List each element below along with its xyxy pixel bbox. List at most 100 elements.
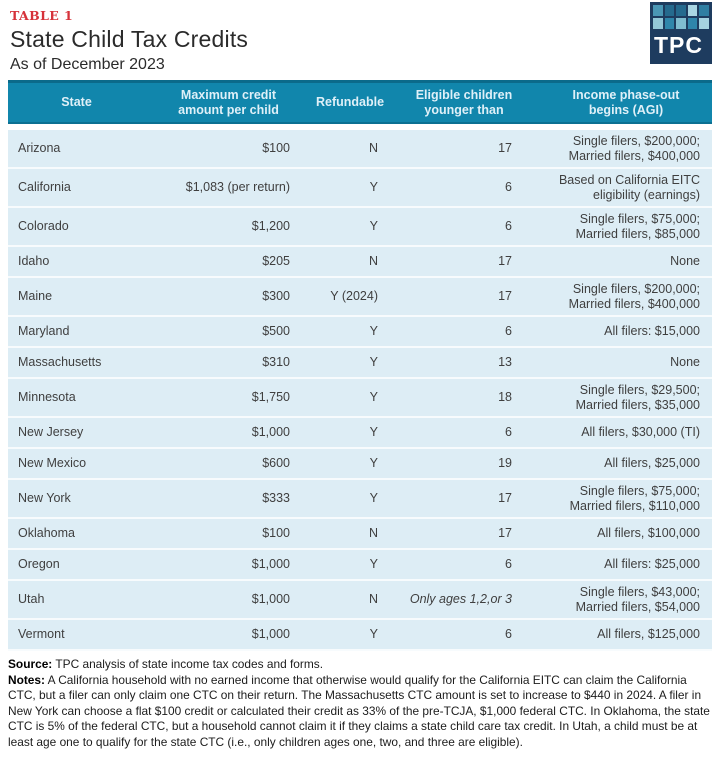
cell-state: California [18,180,71,194]
cell-refundable: Y (2024) [330,289,378,303]
cell-amount: $300 [262,289,290,303]
cell-phaseout: All filers: $15,000 [604,324,700,338]
logo-square-icon [699,18,709,29]
cell-state: Maryland [18,324,70,338]
source-text: TPC analysis of state income tax codes a… [52,657,324,671]
cell-phaseout: All filers, $30,000 (TI) [581,425,700,439]
source-line: Source: TPC analysis of state income tax… [8,657,712,673]
logo-square-icon [687,5,698,16]
cell-eligible-age: 19 [498,456,512,470]
cell-amount: $310 [262,355,290,369]
cell-refundable: Y [369,355,378,369]
cell-eligible-age: 6 [505,324,512,338]
cell-phaseout: All filers: $25,000 [604,557,700,571]
cell-phaseout: All filers, $125,000 [597,627,700,641]
cell-amount: $500 [262,324,290,338]
cell-eligible-age: 17 [498,526,512,540]
cell-state: Colorado [18,219,69,233]
cell-eligible-age: 6 [505,180,512,194]
cell-eligible-age: 18 [498,390,512,404]
cell-eligible-age: 6 [505,425,512,439]
logo-square-icon [653,5,663,16]
cell-phaseout: Based on California EITC eligibility (ea… [558,172,700,202]
cell-state: Arizona [18,141,61,155]
cell-refundable: N [368,592,378,606]
table-row: New York $333 Y 17 Single filers, $75,000; M… [8,480,712,519]
tpc-logo: TPC [650,2,712,64]
column-header: Income phase-out begins (AGI) [572,87,680,117]
cell-state: New Mexico [18,456,87,470]
cell-eligible-age: 17 [498,254,512,268]
cell-amount: $333 [262,491,290,505]
cell-amount: $100 [262,526,290,540]
table-row: Idaho $205 N 17 None [8,247,712,278]
notes-text: A California household with no earned in… [8,672,710,749]
table-footnotes: Source: TPC analysis of state income tax… [8,657,712,750]
cell-amount: $1,000 [251,425,290,439]
cell-refundable: N [368,526,378,540]
logo-square-icon [664,18,675,29]
cell-eligible-age: 17 [498,289,512,303]
cell-amount: $205 [262,254,290,268]
notes-label: Notes: [8,672,45,687]
notes-line: Notes: A California household with no ea… [8,673,712,751]
table-row: Oklahoma $100 N 17 All filers, $100,000 [8,519,712,550]
logo-square-icon [653,18,663,29]
table-row: Minnesota $1,750 Y 18 Single filers, $29,500… [8,379,712,418]
logo-square-icon [699,5,709,16]
cell-refundable: N [368,254,378,268]
cell-phaseout: All filers, $25,000 [604,456,700,470]
table-row: Maine $300 Y (2024) 17 Single filers, $200,0… [8,278,712,317]
table-row: Vermont $1,000 Y 6 All filers, $125,000 [8,620,712,651]
cell-phaseout: All filers, $100,000 [597,526,700,540]
cell-eligible-age: 6 [505,627,512,641]
cell-amount: $100 [262,141,290,155]
logo-mosaic-icon [650,2,712,29]
table-header-row: State Maximum credit amount per child Refu… [8,80,712,124]
cell-amount: $1,200 [251,219,290,233]
page-title: State Child Tax Credits [10,26,249,52]
cell-state: Maine [18,289,53,303]
cell-refundable: Y [369,425,378,439]
cell-phaseout: Single filers, $75,000; Married filers, … [575,211,700,241]
cell-state: Oklahoma [18,526,75,540]
cell-amount: $600 [262,456,290,470]
cell-phaseout: Single filers, $29,500; Married filers, … [575,382,700,412]
cell-amount: $1,083 (per return) [185,180,290,194]
cell-amount: $1,750 [251,390,290,404]
cell-state: Minnesota [18,390,76,404]
cell-amount: $1,000 [251,592,290,606]
cell-phaseout: Single filers, $43,000; Married filers, … [575,584,700,614]
cell-amount: $1,000 [251,627,290,641]
state-ctc-table: State Maximum credit amount per child Refu… [8,80,712,651]
logo-square-icon [676,5,686,16]
logo-text: TPC [654,32,703,58]
table-row: Colorado $1,200 Y 6 Single filers, $75,000; … [8,208,712,247]
cell-phaseout: None [670,254,700,268]
column-header: State [61,95,92,109]
table-row: Arizona $100 N 17 Single filers, $200,000; M… [8,130,712,169]
cell-eligible-age: 13 [498,355,512,369]
cell-refundable: Y [369,557,378,571]
cell-amount: $1,000 [251,557,290,571]
cell-refundable: Y [369,324,378,338]
cell-state: Massachusetts [18,355,102,369]
cell-state: Oregon [18,557,60,571]
page-subtitle: As of December 2023 [10,56,165,73]
cell-phaseout: Single filers, $200,000; Married filers,… [568,133,700,163]
cell-eligible-age: 17 [498,141,512,155]
cell-refundable: Y [369,180,378,194]
logo-square-icon [664,5,675,16]
table-label: TABLE 1 [10,8,74,23]
table-row: New Jersey $1,000 Y 6 All filers, $30,000 (T… [8,418,712,449]
cell-eligible-age: 6 [505,557,512,571]
table-row: California $1,083 (per return) Y 6 Based on … [8,169,712,208]
table-row: Utah $1,000 N Only ages 1,2,or 3 Single file… [8,581,712,620]
column-header: Refundable [315,95,385,109]
cell-state: Utah [18,592,45,606]
cell-eligible-age: 6 [505,219,512,233]
cell-refundable: Y [369,390,378,404]
cell-state: New Jersey [18,425,84,439]
cell-state: Vermont [18,627,65,641]
